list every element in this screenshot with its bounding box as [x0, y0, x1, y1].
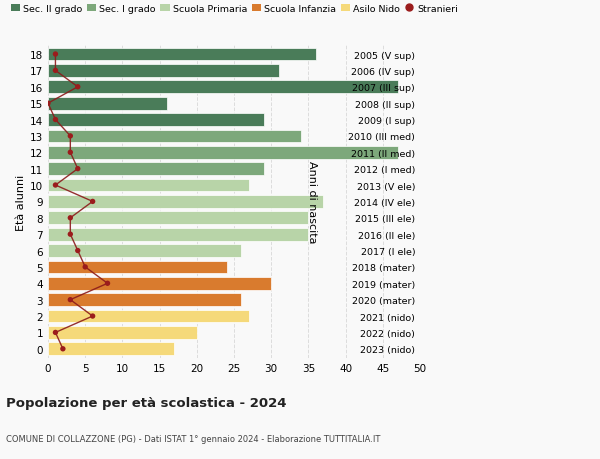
Point: [65, 149, 75, 157]
Point: [50, 182, 60, 189]
Bar: [48, 179, 249, 192]
Bar: [48, 146, 398, 159]
Point: [65, 231, 75, 238]
Bar: [48, 98, 167, 110]
Point: [50, 329, 60, 336]
Point: [103, 280, 112, 287]
Bar: [48, 163, 264, 176]
Bar: [48, 261, 227, 274]
Bar: [48, 294, 241, 306]
Point: [73, 166, 83, 173]
Bar: [48, 81, 398, 94]
Bar: [48, 196, 323, 208]
Point: [50, 67, 60, 75]
Y-axis label: Età alunni: Età alunni: [16, 174, 26, 230]
Bar: [48, 343, 175, 355]
Bar: [48, 114, 264, 127]
Bar: [48, 245, 241, 257]
Point: [58, 345, 68, 353]
Point: [65, 215, 75, 222]
Point: [65, 297, 75, 304]
Point: [80, 263, 90, 271]
Bar: [48, 130, 301, 143]
Bar: [48, 65, 278, 78]
Point: [65, 133, 75, 140]
Legend: Sec. II grado, Sec. I grado, Scuola Primaria, Scuola Infanzia, Asilo Nido, Stran: Sec. II grado, Sec. I grado, Scuola Prim…: [11, 5, 458, 14]
Point: [50, 117, 60, 124]
Text: Popolazione per età scolastica - 2024: Popolazione per età scolastica - 2024: [6, 396, 287, 409]
Point: [88, 198, 97, 206]
Bar: [48, 228, 308, 241]
Bar: [48, 326, 197, 339]
Point: [50, 51, 60, 59]
Y-axis label: Anni di nascita: Anni di nascita: [307, 161, 317, 243]
Bar: [48, 277, 271, 290]
Point: [43, 100, 53, 107]
Point: [88, 313, 97, 320]
Point: [73, 247, 83, 255]
Bar: [48, 310, 249, 323]
Text: COMUNE DI COLLAZZONE (PG) - Dati ISTAT 1° gennaio 2024 - Elaborazione TUTTITALIA: COMUNE DI COLLAZZONE (PG) - Dati ISTAT 1…: [6, 434, 380, 442]
Bar: [48, 212, 308, 224]
Point: [73, 84, 83, 91]
Bar: [48, 49, 316, 61]
